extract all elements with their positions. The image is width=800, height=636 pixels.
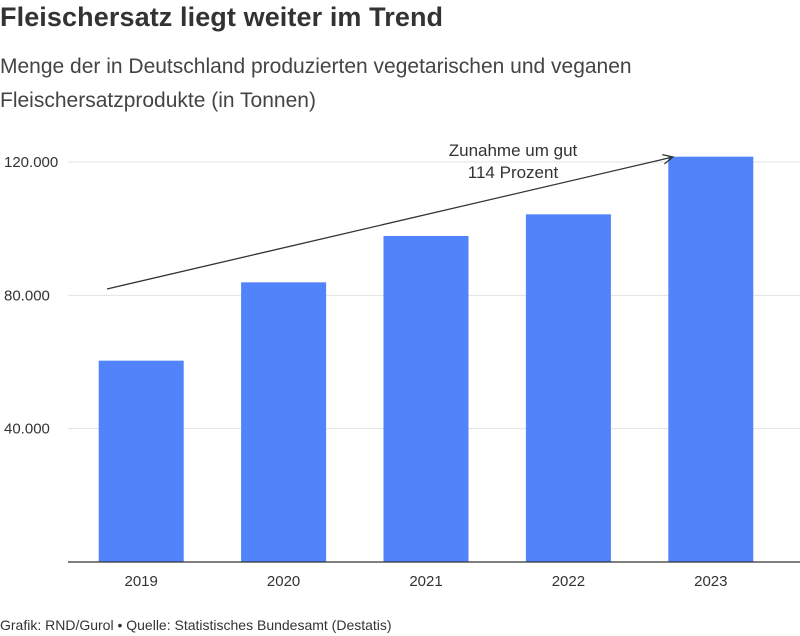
x-tick-label: 2021 <box>409 573 442 590</box>
x-tick-label: 2023 <box>694 573 727 590</box>
trend-arrow-line <box>106 156 674 290</box>
source-note: Grafik: RND/Gurol • Quelle: Statistische… <box>0 617 392 633</box>
x-tick-label: 2022 <box>552 573 585 590</box>
x-tick-label: 2020 <box>267 573 300 590</box>
bar-2019 <box>98 360 184 562</box>
annotation-text: 114 Prozent <box>468 163 559 182</box>
bars <box>98 156 754 563</box>
y-tick-label: 120.000 <box>4 154 58 171</box>
bar-2023 <box>668 156 754 562</box>
annotation-text: Zunahme um gut <box>449 141 578 160</box>
axes: 40.000 80.000 120.000 2019 2020 2021 2022 2023 <box>4 154 800 590</box>
annotation: Zunahme um gut 114 Prozent <box>106 141 675 290</box>
bar-2022 <box>525 214 611 563</box>
y-tick-label: 80.000 <box>4 287 50 304</box>
y-tick-label: 40.000 <box>4 421 50 438</box>
chart-title: Fleischersatz liegt weiter im Trend <box>0 2 444 32</box>
bar-2020 <box>241 282 327 562</box>
bar-2021 <box>383 236 469 562</box>
chart-subtitle: Menge der in Deutschland produzierten ve… <box>0 55 632 112</box>
x-tick-label: 2019 <box>125 573 158 590</box>
trend-arrow-head <box>662 153 675 165</box>
